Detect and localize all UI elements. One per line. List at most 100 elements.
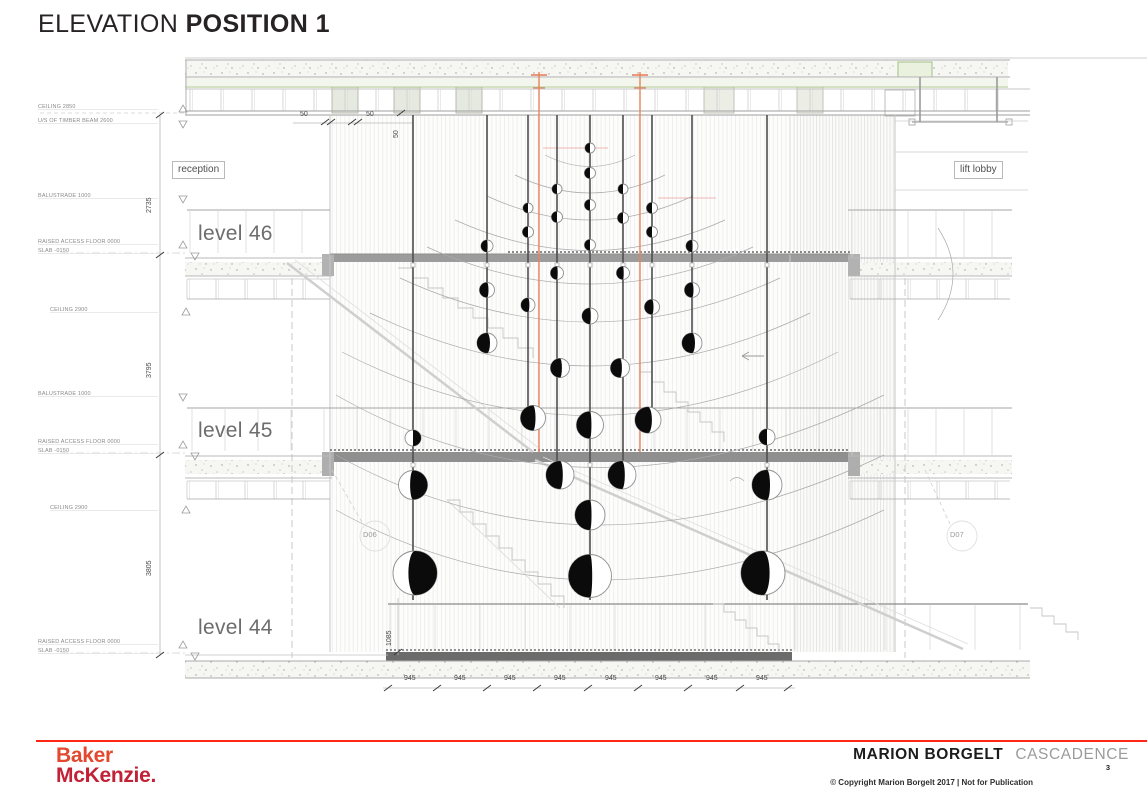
cable-node [410, 462, 416, 468]
room-label-lift-lobby: lift lobby [954, 161, 1003, 179]
dimension-tick [583, 684, 593, 692]
dimension-tick [326, 118, 336, 126]
stair-stringer [534, 458, 964, 651]
concrete-slab [848, 262, 1012, 276]
footer-rule [36, 740, 1147, 742]
cable-node [587, 462, 593, 468]
cascade-arc [729, 477, 745, 482]
dimension-tick [347, 118, 357, 126]
artwork-sphere-shade [741, 551, 770, 595]
dimension-label: 945 [554, 675, 566, 682]
artwork-sphere-shade [646, 226, 652, 238]
artwork-sphere-shade [408, 551, 437, 595]
concrete-slab [848, 460, 1012, 474]
cable-node [410, 262, 416, 268]
structure-rect [884, 89, 916, 117]
dimension-label: 945 [404, 675, 416, 682]
annotation-label: SLAB -0150 [38, 648, 70, 654]
artwork-sphere-shade [644, 299, 654, 315]
structure-rect [185, 78, 1008, 86]
dimension-label: 945 [605, 675, 617, 682]
concrete-slab [185, 60, 1008, 77]
artwork-sphere-shade [686, 240, 693, 252]
annotation-label: CEILING 2900 [50, 505, 88, 511]
artwork-sphere-shade [759, 429, 767, 445]
artwork-sphere-shade [550, 358, 562, 378]
datum-triangle [178, 120, 188, 129]
stair-steps [1030, 607, 1079, 640]
dimension-label: 945 [706, 675, 718, 682]
stair-steps [640, 371, 725, 442]
artwork-sphere-shade [477, 333, 490, 353]
artwork-sphere-shade [635, 407, 652, 433]
baker-mckenzie-logo: Baker McKenzie. [56, 744, 156, 787]
dimension-tick [735, 684, 745, 692]
page-title: ELEVATION POSITION 1 [38, 10, 330, 39]
dimension-tick [320, 118, 330, 126]
artwork-sphere-shade [413, 430, 421, 446]
artwork-sphere-shade [616, 266, 624, 280]
dimension-label: 1085 [386, 630, 393, 646]
artwork-sphere-shade [479, 282, 489, 298]
artwork-sphere-shade [584, 199, 590, 211]
annotation-label: RAISED ACCESS FLOOR 0000 [38, 239, 121, 245]
datum-triangle [178, 195, 188, 204]
cable-node [649, 262, 655, 268]
dimension-tick [393, 648, 403, 656]
dimension-tick [155, 251, 165, 259]
artwork-sphere-shade [584, 167, 590, 179]
dimension-label: 945 [504, 675, 516, 682]
detail-tag-label: D06 [363, 530, 377, 539]
structure-rect [897, 61, 933, 78]
cascade-arc [937, 227, 954, 321]
page-title-regular: ELEVATION [38, 10, 186, 38]
annotation-label: BALUSTRADE 1000 [38, 391, 91, 397]
artwork-name: CASCADENCE [1015, 746, 1129, 763]
stair-steps [398, 267, 534, 358]
dimension-label: 3805 [146, 560, 153, 576]
cascade-arc [335, 394, 885, 468]
artwork-sphere-shade [752, 470, 770, 500]
artwork-sphere-shade [575, 500, 592, 530]
dimension-tick [783, 684, 793, 692]
artwork-sphere-shade [552, 184, 557, 194]
annotation-label: U/S OF TIMBER BEAM 2600 [38, 118, 113, 124]
artwork-sphere-shade [522, 226, 528, 238]
datum-triangle [178, 440, 188, 449]
artwork-sphere-shade [481, 240, 488, 252]
concrete-slab [185, 460, 332, 474]
drawing-line [741, 351, 750, 357]
annotation-label: CEILING 2900 [50, 307, 88, 313]
structure-rect [322, 452, 334, 476]
structure-rect [703, 86, 735, 114]
cable-node [484, 262, 490, 268]
artwork-sphere-shade [646, 202, 652, 214]
dimension-label: 50 [366, 111, 374, 118]
datum-triangle [178, 240, 188, 249]
dimension-tick [396, 109, 406, 117]
dimension-tick [532, 684, 542, 692]
annotation-label: BALUSTRADE 1000 [38, 193, 91, 199]
stair-stringer [294, 259, 541, 450]
dimension-label: 945 [454, 675, 466, 682]
detail-tag-label: D07 [950, 530, 964, 539]
logo-line1: Baker [56, 744, 113, 767]
annotation-label: CEILING 2850 [38, 104, 76, 110]
artist-name: MARION BORGELT [853, 746, 1004, 763]
annotation-label: SLAB -0150 [38, 448, 70, 454]
drawing-line [331, 469, 364, 525]
drawing-line [741, 355, 750, 361]
stair-steps [713, 603, 780, 652]
dimension-label: 945 [756, 675, 768, 682]
structure-rect [322, 254, 334, 276]
datum-triangle [190, 252, 200, 261]
artwork-sphere-shade [576, 411, 592, 439]
detail-tag-circle [946, 520, 978, 552]
artwork-sphere-shade [618, 184, 623, 194]
datum-triangle [190, 652, 200, 661]
artwork-sphere-shade [585, 143, 590, 153]
artwork-sphere-shade [610, 358, 622, 378]
stair-stringer [286, 262, 534, 453]
logo-line2: McKenzie. [56, 764, 156, 787]
